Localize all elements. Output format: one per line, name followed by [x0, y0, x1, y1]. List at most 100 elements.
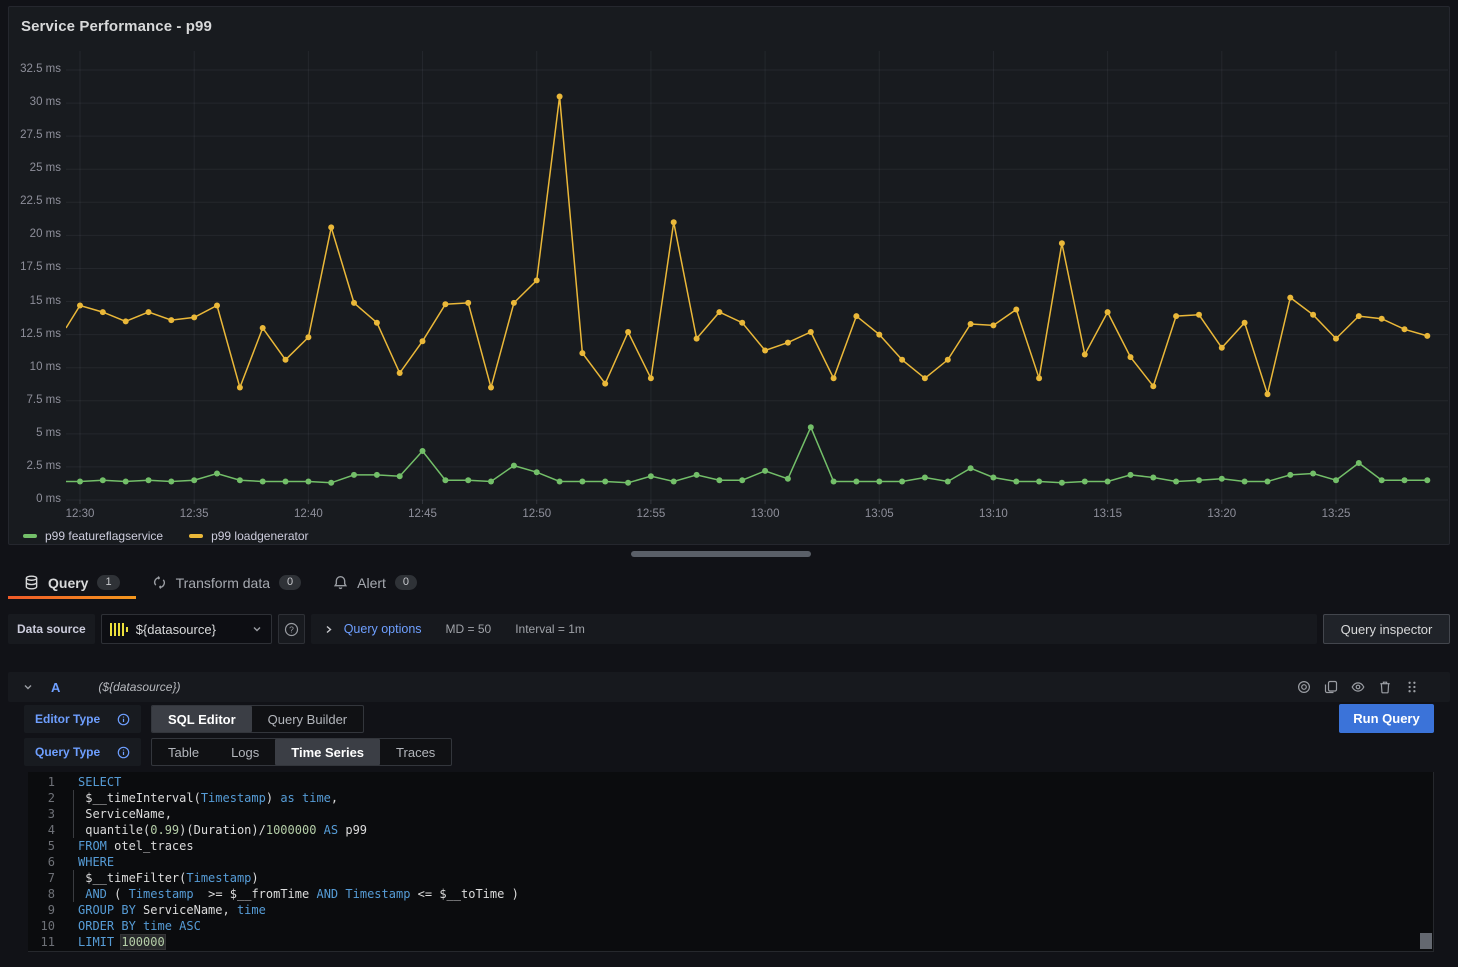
y-axis-label: 30 ms: [9, 96, 61, 108]
data-point: [420, 448, 426, 454]
query-row-header[interactable]: A (${datasource}): [8, 672, 1450, 702]
data-point: [1379, 316, 1385, 322]
code-text: SELECT: [55, 774, 121, 790]
datasource-help-button[interactable]: ?: [278, 614, 305, 644]
panel-service-performance: Service Performance - p99 0 ms2.5 ms5 ms…: [8, 6, 1450, 545]
x-axis-label: 12:35: [180, 508, 209, 520]
data-point: [831, 375, 837, 381]
tab-transform-data[interactable]: Transform data 0: [136, 566, 318, 599]
line-number: 9: [28, 902, 55, 918]
data-point: [442, 301, 448, 307]
collapse-chevron-icon[interactable]: [22, 681, 34, 693]
editor-type-option-sql-editor[interactable]: SQL Editor: [152, 706, 252, 732]
tab-alert[interactable]: Alert 0: [317, 566, 433, 599]
editor-scrollbar-thumb[interactable]: [1420, 933, 1432, 949]
editor-type-chip: Editor Type: [24, 705, 141, 733]
legend-label[interactable]: p99 featureflagservice: [45, 529, 163, 543]
data-point: [123, 318, 129, 324]
data-point: [283, 479, 289, 485]
code-line: 11LIMIT 100000: [28, 934, 1433, 950]
data-point: [876, 332, 882, 338]
interval-value: Interval = 1m: [515, 622, 585, 636]
data-point: [739, 320, 745, 326]
data-point: [351, 300, 357, 306]
legend-label[interactable]: p99 loadgenerator: [211, 529, 308, 543]
query-type-option-time-series[interactable]: Time Series: [275, 739, 380, 765]
code-text: AND ( Timestamp >= $__fromTime AND Times…: [55, 886, 519, 902]
editor-type-row: Editor Type SQL EditorQuery Builder: [24, 705, 364, 733]
query-type-option-traces[interactable]: Traces: [380, 739, 451, 765]
panel-title: Service Performance - p99: [21, 18, 212, 35]
query-datasource-hint: (${datasource}): [98, 680, 180, 694]
transform-icon: [152, 575, 167, 590]
data-point: [442, 477, 448, 483]
data-point: [808, 424, 814, 430]
datasource-picker[interactable]: ${datasource}: [101, 614, 272, 644]
y-axis-label: 12.5 ms: [9, 328, 61, 340]
horizontal-scrollbar-thumb[interactable]: [631, 551, 811, 557]
timeseries-chart[interactable]: [66, 51, 1448, 509]
data-point: [853, 479, 859, 485]
data-point: [420, 338, 426, 344]
line-number: 10: [28, 918, 55, 934]
data-point: [260, 479, 266, 485]
tab-badge: 0: [279, 575, 301, 590]
drag-handle-icon[interactable]: [1405, 680, 1419, 694]
copy-icon[interactable]: [1324, 680, 1338, 694]
record-circle-icon[interactable]: [1297, 680, 1311, 694]
chevron-right-icon[interactable]: [323, 624, 334, 635]
x-axis-label: 12:40: [294, 508, 323, 520]
clickhouse-logo-icon: [110, 620, 128, 638]
query-type-option-table[interactable]: Table: [152, 739, 215, 765]
data-point: [534, 469, 540, 475]
x-axis-label: 13:10: [979, 508, 1008, 520]
data-point: [1059, 480, 1065, 486]
bell-icon: [333, 575, 348, 590]
data-point: [1379, 477, 1385, 483]
data-point: [511, 463, 517, 469]
data-point: [1356, 460, 1362, 466]
x-axis-label: 12:55: [637, 508, 666, 520]
code-line: 2 $__timeInterval(Timestamp) as time,: [28, 790, 1433, 806]
data-point: [968, 465, 974, 471]
info-circle-icon[interactable]: [117, 746, 130, 759]
data-point: [1196, 312, 1202, 318]
data-point: [534, 277, 540, 283]
query-type-option-logs[interactable]: Logs: [215, 739, 275, 765]
data-point: [1173, 479, 1179, 485]
data-point: [579, 479, 585, 485]
chevron-down-icon: [251, 623, 263, 635]
x-axis-label: 13:15: [1093, 508, 1122, 520]
run-query-button[interactable]: Run Query: [1339, 704, 1434, 733]
x-axis-label: 12:30: [66, 508, 95, 520]
datasource-row: Data source ${datasource} ? Query option…: [8, 614, 1450, 644]
data-point: [237, 477, 243, 483]
editor-type-option-query-builder[interactable]: Query Builder: [252, 706, 363, 732]
code-line: 3 ServiceName,: [28, 806, 1433, 822]
legend-item-featureflagservice[interactable]: p99 featureflagservice: [23, 529, 163, 543]
eye-icon[interactable]: [1351, 680, 1365, 694]
data-point: [716, 477, 722, 483]
data-point: [351, 472, 357, 478]
data-point: [557, 94, 563, 100]
query-options-link[interactable]: Query options: [344, 622, 422, 636]
data-point: [305, 479, 311, 485]
data-point: [397, 370, 403, 376]
query-inspector-button[interactable]: Query inspector: [1323, 614, 1450, 644]
data-point: [1242, 320, 1248, 326]
trash-icon[interactable]: [1378, 680, 1392, 694]
tab-query[interactable]: Query 1: [8, 566, 136, 599]
data-point: [328, 480, 334, 486]
data-point: [716, 309, 722, 315]
sql-code-editor[interactable]: 1SELECT2 $__timeInterval(Timestamp) as t…: [28, 772, 1434, 952]
data-point: [739, 477, 745, 483]
data-point: [1219, 345, 1225, 351]
info-circle-icon[interactable]: [117, 713, 130, 726]
x-axis-label: 12:45: [408, 508, 437, 520]
legend-item-loadgenerator[interactable]: p99 loadgenerator: [189, 529, 308, 543]
data-point: [945, 479, 951, 485]
x-axis-label: 13:20: [1207, 508, 1236, 520]
code-line: 8 AND ( Timestamp >= $__fromTime AND Tim…: [28, 886, 1433, 902]
data-point: [694, 472, 700, 478]
tab-label: Transform data: [176, 575, 270, 591]
